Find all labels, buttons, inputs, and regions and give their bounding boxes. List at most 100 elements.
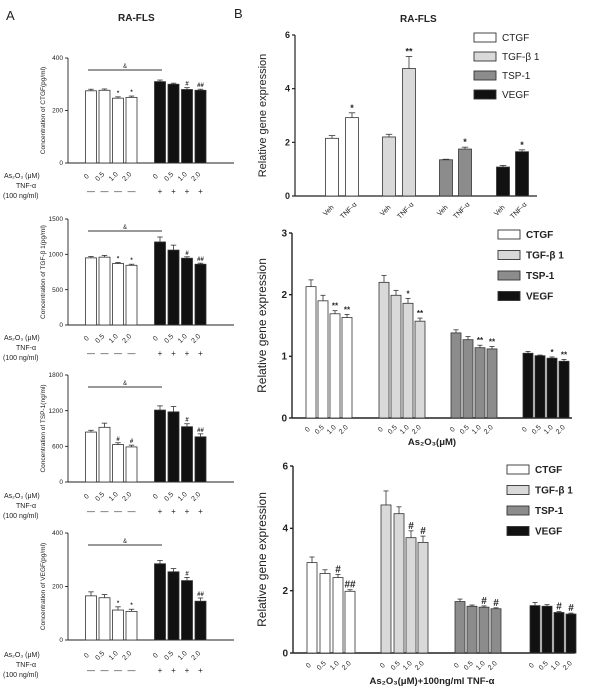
row-label-tnf-dose: (100 ng/ml) [3,672,38,679]
bar [325,137,339,197]
x-tick-label: 2.0 [191,171,203,183]
x-tick-label: 1.0 [475,660,487,672]
x-tick-label: 0 [305,662,313,670]
y-tick-label: 4 [285,84,290,94]
legend-label: VEGF [535,527,562,538]
x-tick-label: 0 [521,426,529,434]
bar [458,148,472,197]
legend-swatch [473,70,497,81]
x-tick-label: 0 [449,426,457,434]
x-tick-label: 2.0 [191,333,203,345]
tnf-indicator: — [87,507,95,516]
x-tick-label: 0 [83,173,91,181]
significance-mark: ## [344,580,356,591]
bar [402,302,414,419]
x-tick-label: 2.0 [555,424,567,436]
x-tick-label: 2.0 [341,660,353,672]
significance-mark: * [130,603,133,609]
legend-label: TSP-1 [526,271,555,282]
row-label-tnf: TNF-α [16,183,36,190]
x-tick-label: Veh [322,204,336,218]
x-tick-label: 0 [152,493,160,501]
significance-mark: * [130,258,133,264]
x-tick-label: Veh [436,204,450,218]
x-tick-label: 0 [379,662,387,670]
tnf-indicator: + [185,666,190,675]
legend-swatch [506,526,530,536]
bar [378,281,390,419]
bar [393,513,405,654]
bar [417,541,429,654]
significance-mark: ** [332,302,339,311]
y-tick-label: 1800 [49,372,64,379]
x-tick-label: 1.0 [108,171,120,183]
bar [112,444,124,483]
significance-mark: # [481,596,487,607]
row-label-tnf-dose: (100 ng/ml) [3,513,38,520]
legend-swatch [473,51,497,62]
bracket-mark: & [123,225,127,231]
panel-label-a: A [6,8,15,23]
bar [85,595,97,641]
bar [181,89,193,164]
bar [85,90,97,164]
x-tick-label: 0 [83,335,91,343]
x-tick-label: 0.5 [164,491,176,503]
x-tick-label: 1.0 [329,660,341,672]
bar [181,580,193,641]
x-tick-label: 0.5 [95,491,107,503]
legend-label: TGF-β 1 [535,486,573,497]
bar [194,600,207,641]
y-tick-label: 0 [59,322,63,329]
significance-mark: ** [344,305,351,314]
x-tick-label: 0 [453,662,461,670]
x-tick-label: 2.0 [122,333,134,345]
tnf-indicator: — [87,349,95,358]
row-label-tnf: TNF-α [16,345,36,352]
bar [534,355,546,419]
significance-mark: * [463,137,467,147]
significance-mark: # [185,418,189,424]
tnf-indicator: — [87,187,95,196]
tnf-indicator: — [87,666,95,675]
bar [167,571,180,641]
tnf-indicator: — [114,187,122,196]
x-tick-label: 0.5 [538,660,550,672]
significance-mark: # [185,571,189,577]
bar [546,357,558,419]
x-tick-label: 1.0 [550,660,562,672]
x-tick-label: Veh [493,204,507,218]
x-tick-label: 0.5 [164,650,176,662]
significance-mark: ## [197,257,204,263]
bar [332,577,344,654]
legend-label: TGF-β 1 [502,52,540,63]
significance-mark: * [117,256,120,262]
bar [329,313,341,419]
bar [450,332,462,419]
bar [154,241,166,326]
y-tick-label: 1200 [49,408,64,415]
x-tick-label: 0.5 [95,333,107,345]
x-tick-label: 2.0 [191,650,203,662]
legend-label: TGF-β 1 [526,251,564,262]
bar [125,446,138,483]
x-tick-label: 0.5 [164,333,176,345]
y-axis-label: Relative gene expression [255,492,269,627]
bar [558,360,570,419]
x-tick-label: 2.0 [122,650,134,662]
bar [496,166,510,197]
bar [98,597,111,641]
x-tick-label: 1.0 [108,491,120,503]
x-tick-label: 1.0 [177,491,189,503]
x-tick-label: 1.0 [177,171,189,183]
x-tick-label: 0 [377,426,385,434]
tnf-indicator: + [198,507,203,516]
x-axis-label: As₂O₃(μM) [408,437,456,448]
bar [305,286,317,419]
tnf-indicator: — [128,507,136,516]
y-tick-label: 400 [52,530,63,537]
significance-mark: # [408,521,414,532]
legend-label: CTGF [502,33,529,44]
